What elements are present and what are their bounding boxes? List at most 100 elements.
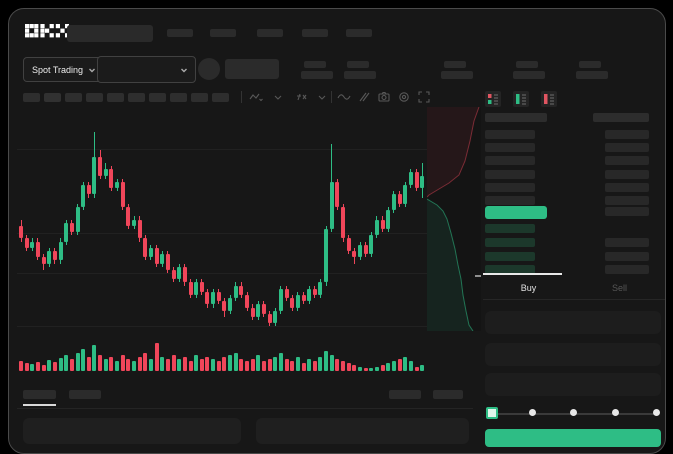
candle-body [261,304,266,314]
gridline [17,326,427,327]
orderbook-row-placeholder [485,169,535,179]
stat-value [441,71,473,79]
volume-bar [222,357,227,371]
candle-body [403,185,408,204]
volume-bar [19,361,23,371]
nav-item[interactable] [302,29,328,37]
depth-chart[interactable] [426,106,481,332]
candle-body [420,175,425,189]
volume-bar [30,364,35,371]
orderbook-row-placeholder [485,130,535,139]
bottom-action[interactable] [433,390,463,399]
interval-dropdown-icon[interactable] [271,90,285,104]
volume-bar [397,359,402,371]
market-type-label: Spot Trading [32,64,84,75]
timeframe-button[interactable] [44,93,61,102]
orderbook-view-bids-icon[interactable] [513,91,529,107]
nav-item[interactable] [346,29,372,37]
timeframe-button[interactable] [65,93,82,102]
candle-body [245,295,249,308]
volume-bar [92,345,97,371]
chevron-down-icon[interactable] [315,90,329,104]
camera-icon[interactable] [377,90,391,104]
candle-body [256,304,261,317]
nav-item[interactable] [167,29,193,37]
orderbook-view-all-icon[interactable] [485,91,501,107]
amount-input[interactable] [485,343,661,366]
amount-slider-handle[interactable] [486,407,498,419]
bottom-tab[interactable] [69,390,101,399]
volume-bar [81,349,86,371]
indicators-icon[interactable] [295,90,309,104]
timeframe-button[interactable] [149,93,166,102]
orderbook-row-placeholder [605,169,649,179]
volume-bar [307,359,312,371]
tab-buy[interactable]: Buy [520,283,537,293]
line-tool-icon[interactable] [337,90,351,104]
volume-bar [369,368,374,371]
nav-item[interactable] [210,29,236,37]
volume-bar [284,359,289,371]
candle-body [19,225,23,239]
settings-gear-icon[interactable] [397,90,411,104]
candle-body [137,219,142,239]
timeframe-button[interactable] [86,93,103,102]
candle-body [284,288,289,299]
volume-bar [177,359,182,371]
buy-submit-button[interactable] [485,429,661,447]
pair-coin-icon [198,58,220,80]
candle-body [307,288,312,302]
volume-bar [408,361,413,371]
slider-stop[interactable] [528,409,536,416]
slider-stop[interactable] [570,409,577,416]
volume-bar [278,353,283,371]
nav-item[interactable] [257,29,283,37]
compare-icon[interactable] [357,90,371,104]
orderbook-row-placeholder [605,143,649,153]
slider-stop[interactable] [653,409,660,416]
timeframe-button[interactable] [23,93,40,102]
candlestick-chart[interactable] [17,113,427,379]
bottom-action[interactable] [389,390,421,399]
tab-sell[interactable]: Sell [611,283,627,293]
timeframe-button[interactable] [170,93,187,102]
last-price-marker [475,275,481,277]
orderbook-row-placeholder [605,156,649,166]
timeframe-button[interactable] [212,93,229,102]
volume-bar [324,351,329,371]
candle-body [295,295,300,308]
candle-body [324,229,329,283]
volume-bar [47,360,52,371]
volume-bars [19,341,427,371]
volume-bar [205,357,210,371]
volume-bar [199,359,204,371]
gridline [17,233,427,234]
timeframe-button[interactable] [191,93,208,102]
timeframe-button[interactable] [128,93,145,102]
volume-bar [120,355,125,371]
total-input[interactable] [485,373,661,396]
orderbook-view-asks-icon[interactable] [541,91,557,107]
volume-bar [69,359,74,371]
stat-label [304,61,326,68]
candle-body [216,291,221,302]
okx-logo-icon [25,24,69,38]
candle-body [160,254,165,264]
slider-stop[interactable] [611,409,619,416]
search-input[interactable] [67,25,153,42]
stat-label [579,61,601,68]
pair-dropdown[interactable] [97,56,196,83]
volume-bar [41,365,46,371]
timeframe-button[interactable] [107,93,124,102]
price-input[interactable] [485,311,661,334]
volume-bar [414,367,419,371]
fullscreen-icon[interactable] [417,90,431,104]
stat-label [516,61,538,68]
volume-bar [267,359,272,371]
chart-type-icon[interactable] [249,90,263,104]
market-type-selector[interactable]: Spot Trading [23,57,106,82]
candle-body [211,291,216,305]
volume-bar [374,367,379,371]
bottom-tab-active[interactable] [23,390,56,399]
orderbook-row-placeholder [485,237,535,247]
